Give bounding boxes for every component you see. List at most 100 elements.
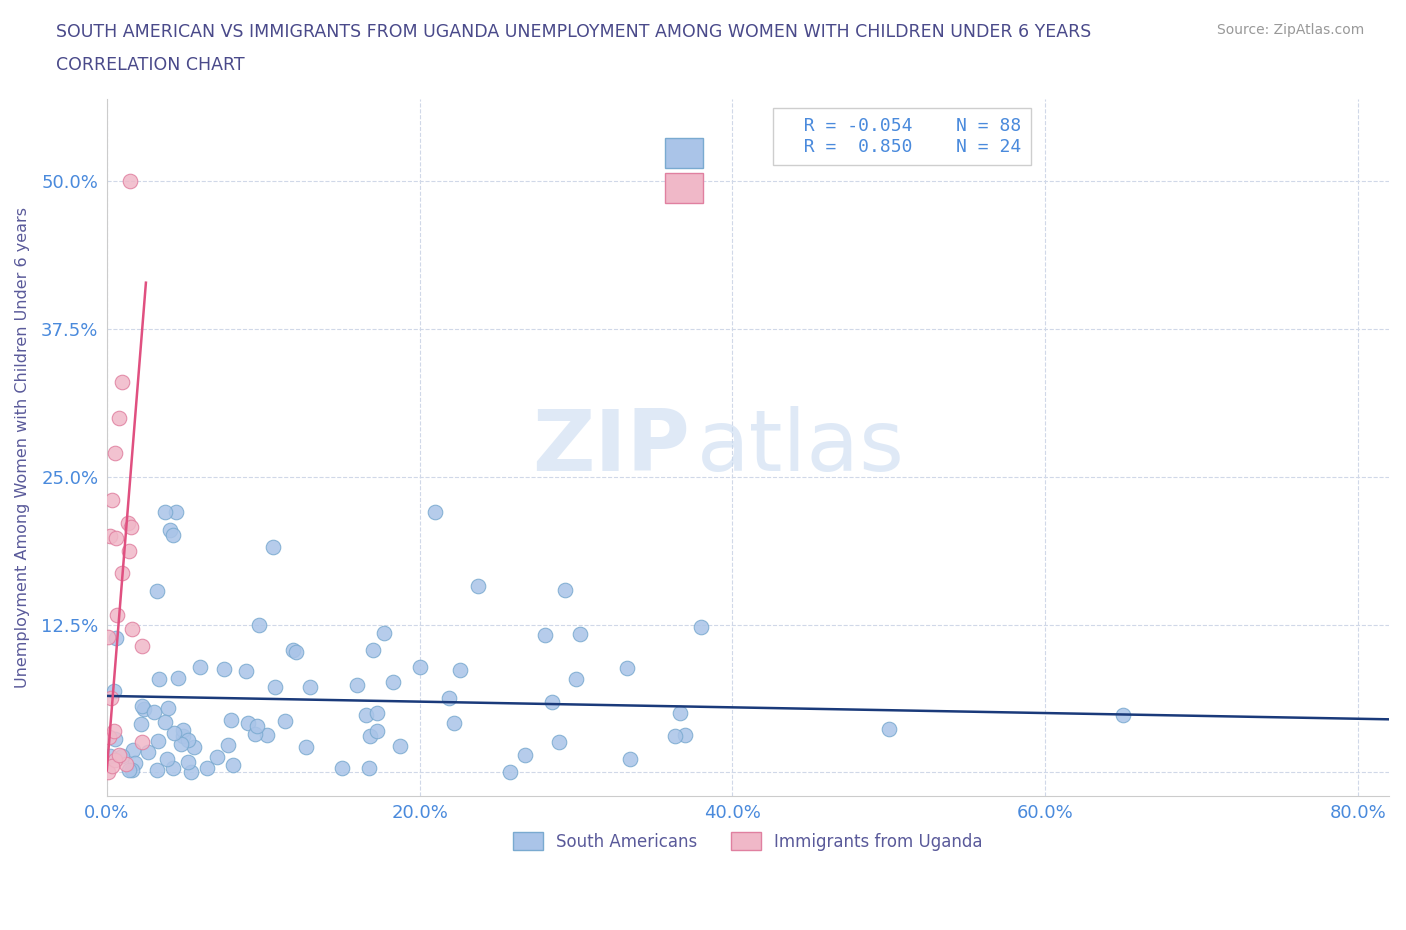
Point — [541, 695, 564, 710]
Point — [217, 737, 239, 752]
Point — [132, 702, 155, 717]
Point — [359, 729, 381, 744]
Point — [96, 764, 118, 779]
Point — [104, 445, 127, 460]
Y-axis label: Unemployment Among Women with Children Under 6 years: Unemployment Among Women with Children U… — [15, 206, 30, 688]
Point — [188, 660, 211, 675]
Point — [236, 716, 259, 731]
Point — [146, 763, 169, 777]
Point — [669, 706, 692, 721]
Point — [1112, 707, 1135, 722]
FancyBboxPatch shape — [665, 139, 703, 168]
Point — [162, 760, 184, 775]
Point — [145, 583, 167, 598]
Point — [111, 375, 134, 390]
Point — [180, 764, 202, 779]
Point — [177, 754, 200, 769]
Legend: South Americans, Immigrants from Uganda: South Americans, Immigrants from Uganda — [506, 826, 990, 857]
FancyBboxPatch shape — [665, 173, 703, 204]
Point — [547, 735, 569, 750]
Point — [664, 728, 686, 743]
Point — [98, 528, 121, 543]
Point — [673, 728, 696, 743]
Point — [299, 680, 322, 695]
Point — [104, 731, 127, 746]
Point — [359, 760, 381, 775]
Point — [513, 748, 536, 763]
Point — [156, 751, 179, 766]
Point — [108, 747, 131, 762]
Point — [346, 677, 368, 692]
Point — [354, 708, 377, 723]
Point — [205, 749, 228, 764]
Point — [111, 565, 134, 580]
Point — [569, 627, 592, 642]
Point — [366, 724, 388, 738]
Point — [262, 540, 284, 555]
Point — [619, 751, 641, 766]
Point — [98, 749, 121, 764]
Point — [167, 671, 190, 685]
Point — [131, 639, 153, 654]
Point — [98, 729, 121, 744]
Point — [104, 753, 127, 768]
Point — [373, 626, 395, 641]
Point — [100, 691, 122, 706]
Point — [877, 722, 900, 737]
Point — [499, 764, 522, 779]
Point — [148, 671, 170, 686]
Point — [159, 523, 181, 538]
Point — [146, 734, 169, 749]
Point — [143, 705, 166, 720]
Point — [195, 761, 218, 776]
Point — [221, 758, 243, 773]
Point — [443, 716, 465, 731]
Text: SOUTH AMERICAN VS IMMIGRANTS FROM UGANDA UNEMPLOYMENT AMONG WOMEN WITH CHILDREN : SOUTH AMERICAN VS IMMIGRANTS FROM UGANDA… — [56, 23, 1091, 41]
Point — [155, 715, 177, 730]
Point — [437, 691, 460, 706]
Point — [467, 578, 489, 593]
Point — [246, 718, 269, 733]
Point — [97, 630, 120, 644]
Point — [554, 582, 576, 597]
Point — [103, 684, 125, 698]
Point — [117, 763, 139, 777]
Point — [131, 735, 153, 750]
Point — [388, 738, 411, 753]
Point — [165, 505, 187, 520]
Point — [121, 763, 143, 777]
Point — [212, 661, 235, 676]
Point — [361, 643, 384, 658]
Point — [616, 661, 638, 676]
Point — [118, 543, 141, 558]
Point — [129, 717, 152, 732]
Point — [153, 505, 176, 520]
Point — [104, 631, 127, 645]
Point — [565, 672, 588, 687]
Point — [408, 659, 430, 674]
Point — [235, 663, 257, 678]
Point — [108, 410, 131, 425]
Point — [111, 749, 134, 764]
Point — [100, 493, 122, 508]
Point — [330, 761, 353, 776]
Point — [274, 714, 297, 729]
Point — [104, 531, 127, 546]
Point — [115, 756, 138, 771]
Point — [533, 627, 555, 642]
Point — [221, 712, 243, 727]
Point — [423, 505, 446, 520]
Point — [131, 698, 153, 713]
Point — [366, 706, 388, 721]
Point — [283, 643, 305, 658]
Point — [120, 174, 142, 189]
Point — [103, 723, 125, 737]
Point — [124, 756, 146, 771]
Point — [163, 725, 186, 740]
Text: Source: ZipAtlas.com: Source: ZipAtlas.com — [1216, 23, 1364, 37]
Point — [121, 621, 143, 636]
Point — [105, 607, 128, 622]
Point — [256, 728, 278, 743]
Text: CORRELATION CHART: CORRELATION CHART — [56, 56, 245, 73]
Point — [690, 620, 713, 635]
